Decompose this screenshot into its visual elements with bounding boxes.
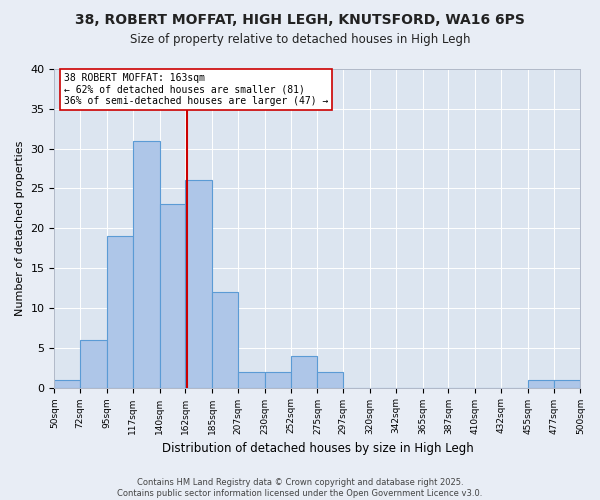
Text: Size of property relative to detached houses in High Legh: Size of property relative to detached ho…	[130, 32, 470, 46]
Y-axis label: Number of detached properties: Number of detached properties	[15, 140, 25, 316]
Bar	[528, 380, 554, 388]
Bar	[133, 140, 160, 388]
Bar	[80, 340, 107, 388]
Bar	[265, 372, 290, 388]
Bar	[107, 236, 133, 388]
X-axis label: Distribution of detached houses by size in High Legh: Distribution of detached houses by size …	[161, 442, 473, 455]
Text: 38, ROBERT MOFFAT, HIGH LEGH, KNUTSFORD, WA16 6PS: 38, ROBERT MOFFAT, HIGH LEGH, KNUTSFORD,…	[75, 12, 525, 26]
Bar	[317, 372, 343, 388]
Bar	[185, 180, 212, 388]
Text: 38 ROBERT MOFFAT: 163sqm
← 62% of detached houses are smaller (81)
36% of semi-d: 38 ROBERT MOFFAT: 163sqm ← 62% of detach…	[64, 73, 328, 106]
Text: Contains HM Land Registry data © Crown copyright and database right 2025.
Contai: Contains HM Land Registry data © Crown c…	[118, 478, 482, 498]
Bar	[290, 356, 317, 388]
Bar	[55, 380, 80, 388]
Bar	[160, 204, 185, 388]
Bar	[554, 380, 580, 388]
Bar	[238, 372, 265, 388]
Bar	[212, 292, 238, 388]
